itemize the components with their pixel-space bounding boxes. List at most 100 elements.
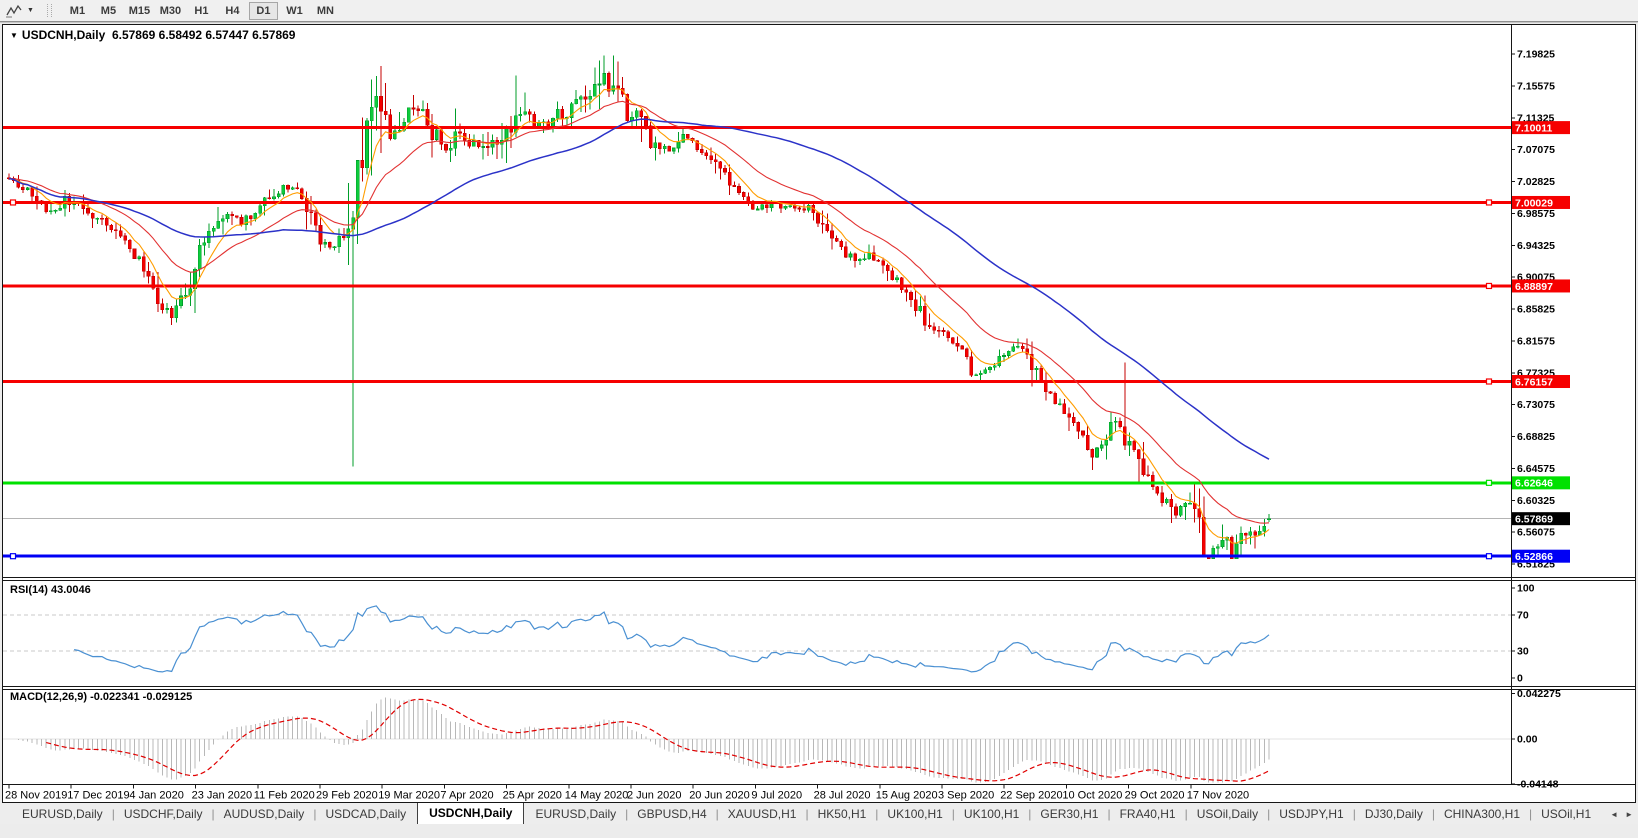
- chevron-down-icon: ▼: [27, 7, 34, 14]
- price-label: 7.00029: [1515, 197, 1553, 209]
- price-label-box: [1512, 512, 1570, 526]
- date-label: 28 Jul 2020: [814, 790, 871, 802]
- tab-ger30-h1[interactable]: GER30,H1: [1040, 807, 1099, 821]
- price-axis[interactable]: 7.198257.155757.113257.070757.028256.985…: [1511, 49, 1570, 571]
- price-label: 7.10011: [1515, 122, 1553, 134]
- hline-handle[interactable]: [9, 199, 17, 206]
- hline-handle[interactable]: [1485, 553, 1493, 560]
- crosshair-tool-button[interactable]: ▼: [0, 0, 38, 21]
- title-quote: 6.57869 6.58492 6.57447 6.57869: [111, 28, 296, 42]
- tab-scroll-arrows: ◄ ►: [1610, 810, 1633, 819]
- timeframe-w1[interactable]: W1: [286, 4, 303, 17]
- tab-gbpusd-h4[interactable]: GBPUSD,H4: [637, 807, 707, 821]
- date-label: 19 Mar 2020: [378, 790, 440, 802]
- hline-handle[interactable]: [1485, 479, 1493, 486]
- price-label-box: [1512, 121, 1570, 135]
- axis-label: 6.73075: [1517, 399, 1555, 411]
- rsi-level-label: 100: [1517, 583, 1535, 595]
- tab-fra40-h1[interactable]: FRA40,H1: [1119, 807, 1176, 821]
- tab-separator: |: [625, 807, 629, 821]
- date-label: 10 Oct 2020: [1062, 790, 1122, 802]
- timeframe-m1[interactable]: M1: [69, 4, 86, 17]
- timeframe-h1[interactable]: H1: [194, 4, 209, 17]
- tab-uk100-h1[interactable]: UK100,H1: [963, 807, 1020, 821]
- tab-usdcad-daily[interactable]: USDCAD,Daily: [325, 807, 407, 821]
- tab-separator: |: [805, 807, 809, 821]
- tab-separator: |: [1352, 807, 1356, 821]
- tab-usdchf-daily[interactable]: USDCHF,Daily: [123, 807, 203, 821]
- price-label-box: [1512, 476, 1570, 490]
- axis-label: 6.68825: [1517, 431, 1555, 443]
- rsi-label: RSI(14) 43.0046: [10, 584, 91, 596]
- date-label: 23 Jan 2020: [192, 790, 253, 802]
- price-label-box: [1512, 549, 1570, 563]
- chart-title: ▼ USDCNH,Daily 6.57869 6.58492 6.57447 6.…: [10, 28, 295, 42]
- axis-label: 6.81575: [1517, 335, 1555, 347]
- price-label-box: [1512, 279, 1570, 293]
- tab-separator: |: [1184, 807, 1188, 821]
- toolbar-grip: [46, 4, 52, 17]
- timeframe-h4[interactable]: H4: [225, 4, 240, 17]
- timeframe-m15[interactable]: M15: [128, 4, 151, 17]
- tab-usoil-h1[interactable]: USOil,H1: [1541, 807, 1592, 821]
- date-label: 17 Nov 2020: [1187, 790, 1249, 802]
- time-axis[interactable]: 28 Nov 2019 17 Dec 2019 4 Jan 2020 23 Jan 2…: [5, 784, 1249, 802]
- toolbar: ▼ M1 M5 M15 M30 H1 H4 D1 W1 MN: [0, 0, 1638, 22]
- date-label: 15 Aug 2020: [876, 790, 938, 802]
- tab-separator: |: [1529, 807, 1533, 821]
- timeframe-d1[interactable]: D1: [248, 1, 278, 20]
- tab-hk50-h1[interactable]: HK50,H1: [817, 807, 867, 821]
- title-marker-icon: ▼: [10, 31, 18, 40]
- tab-separator: |: [951, 807, 955, 821]
- timeframe-m5[interactable]: M5: [100, 4, 117, 17]
- axis-label: 6.94325: [1517, 240, 1555, 252]
- hline-handle[interactable]: [1485, 282, 1493, 290]
- hline-handle[interactable]: [1485, 378, 1493, 385]
- axis-label: 7.02825: [1517, 176, 1555, 188]
- timeframe-mn[interactable]: MN: [316, 4, 334, 17]
- rsi-level-label: 0: [1517, 673, 1523, 685]
- price-label-box: [1512, 195, 1570, 209]
- tab-audusd-daily[interactable]: AUDUSD,Daily: [223, 807, 305, 821]
- price-label: 6.62646: [1515, 478, 1553, 490]
- hline-handle[interactable]: [9, 553, 17, 560]
- tabs-scroll-right-icon[interactable]: ►: [1625, 810, 1633, 819]
- horizontal-lines: [3, 126, 1511, 560]
- price-label: 6.76157: [1515, 376, 1553, 388]
- tab-separator: |: [875, 807, 879, 821]
- title-symbol: USDCNH,Daily: [21, 28, 106, 42]
- tab-dj30-daily[interactable]: DJ30,Daily: [1364, 807, 1423, 821]
- macd-axis-label: 0.00: [1517, 734, 1538, 746]
- rsi-level-label: 30: [1517, 646, 1529, 658]
- date-label: 25 Apr 2020: [503, 790, 562, 802]
- hline-handle[interactable]: [1485, 199, 1493, 206]
- price-label: 6.52866: [1515, 551, 1553, 563]
- tab-usdcnh-daily[interactable]: USDCNH,Daily: [417, 803, 525, 824]
- timeframe-m30[interactable]: M30: [159, 4, 182, 17]
- tab-usdjpy-h1[interactable]: USDJPY,H1: [1279, 807, 1344, 821]
- macd-axis-label: 0.042275: [1517, 688, 1561, 700]
- date-label: 29 Oct 2020: [1125, 790, 1185, 802]
- date-label: 29 Feb 2020: [316, 790, 378, 802]
- axis-label: 6.98575: [1517, 208, 1555, 220]
- tab-uk100-h1[interactable]: UK100,H1: [887, 807, 943, 821]
- tab-eurusd-daily[interactable]: EURUSD,Daily: [22, 807, 103, 821]
- tab-xauusd-h1[interactable]: XAUUSD,H1: [727, 807, 797, 821]
- axis-label: 6.85825: [1517, 304, 1555, 316]
- macd-label: MACD(12,26,9) -0.022341 -0.029125: [10, 691, 193, 703]
- date-label: 9 Jul 2020: [751, 790, 802, 802]
- date-label: 22 Sep 2020: [1000, 790, 1062, 802]
- tab-eurusd-daily[interactable]: EURUSD,Daily: [535, 807, 617, 821]
- tabs-scroll-left-icon[interactable]: ◄: [1610, 810, 1619, 819]
- tab-separator: |: [111, 807, 115, 821]
- axis-label: 7.15575: [1517, 80, 1555, 92]
- tab-separator: |: [1107, 807, 1111, 821]
- macd-axis-label: -0.04148: [1517, 778, 1559, 790]
- date-label: 7 Apr 2020: [440, 790, 493, 802]
- price-label: 6.88897: [1515, 281, 1553, 293]
- rsi-panel: 100 70 30 0: [3, 583, 1535, 685]
- tab-china300-h1[interactable]: CHINA300,H1: [1443, 807, 1520, 821]
- chart-canvas[interactable]: 7.198257.155757.113257.070757.028256.985…: [3, 25, 1635, 802]
- moving-averages: [8, 88, 1270, 544]
- tab-usoil-daily[interactable]: USOil,Daily: [1196, 807, 1259, 821]
